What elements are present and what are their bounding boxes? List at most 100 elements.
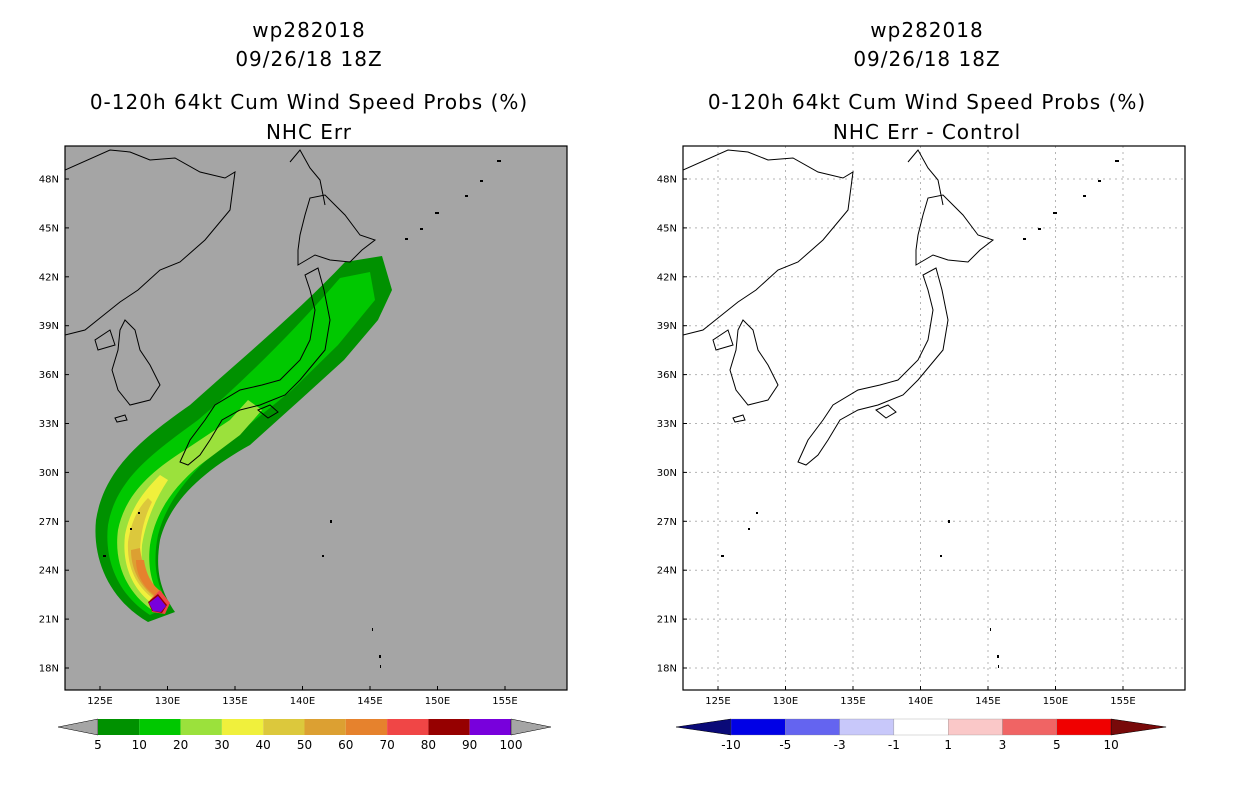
colorbar-label: 3: [999, 738, 1007, 752]
lat-label: 45N: [657, 223, 677, 234]
lon-label: 150E: [425, 696, 450, 707]
colorbar-box: [221, 719, 264, 735]
product-title: 0-120h 64kt Cum Wind Speed Probs (%): [707, 90, 1147, 114]
colorbar-box: [893, 718, 949, 736]
colorbar-end-left: [57, 718, 99, 736]
lon-label: 130E: [155, 696, 180, 707]
colorbar-box: [139, 719, 181, 735]
lat-label: 21N: [657, 615, 677, 626]
colorbar-label: 5: [1053, 738, 1061, 752]
colorbar-label: 100: [500, 738, 523, 752]
colorbar-box: [1056, 718, 1112, 736]
colorbar-end-right: [1110, 718, 1167, 736]
lat-label: 45N: [39, 223, 59, 234]
colorbar-label: -10: [721, 738, 741, 752]
colorbar-box: [387, 719, 429, 735]
difference-colorbar: -10 -5 -3 -1 1 3 5 10: [675, 718, 1167, 752]
colorbar-box: [304, 719, 346, 735]
colorbar-box: [180, 719, 222, 735]
colorbar-box: [345, 719, 388, 735]
colorbar-box: [730, 718, 786, 736]
lat-label: 33N: [657, 419, 677, 430]
lat-label: 30N: [39, 468, 59, 479]
colorbar-box: [785, 718, 840, 736]
colorbar-label: 90: [462, 738, 477, 752]
product-title: 0-120h 64kt Cum Wind Speed Probs (%): [89, 90, 529, 114]
lat-label: 36N: [657, 370, 677, 381]
colorbar-label: 5: [94, 738, 102, 752]
lat-label: 39N: [657, 321, 677, 332]
colorbar-label: 40: [256, 738, 271, 752]
colorbar-end-left: [675, 718, 732, 736]
lat-label: 27N: [657, 517, 677, 528]
lat-label: 18N: [39, 664, 59, 675]
map-background: [683, 146, 1185, 690]
colorbar-end-right: [510, 718, 552, 736]
lat-label: 27N: [39, 517, 59, 528]
panel-subtitle: NHC Err: [265, 120, 353, 144]
probability-swath: [95, 256, 392, 622]
coastlines: [65, 149, 377, 466]
colorbar-label: -1: [888, 738, 900, 752]
islands: [721, 160, 1119, 668]
colorbar-label: 80: [421, 738, 436, 752]
latitude-ticks: 48N 45N 42N 39N 36N 33N 30N 27N 24N 21N 18N: [657, 175, 687, 675]
colorbar-box: [839, 718, 895, 736]
colorbar-label: 60: [338, 738, 353, 752]
lon-label: 135E: [840, 696, 865, 707]
lat-label: 48N: [39, 175, 59, 186]
colorbar-label: 20: [173, 738, 188, 752]
lon-label: 145E: [975, 696, 1000, 707]
longitude-ticks: 125E 130E 135E 140E 145E 150E 155E: [87, 686, 518, 707]
left-map-svg: 48N 45N 42N 39N 36N 33N 30N 27N 24N 21N 18N 125E 13…: [39, 145, 568, 752]
lat-label: 42N: [39, 272, 59, 283]
lon-label: 125E: [87, 696, 112, 707]
lon-label: 125E: [705, 696, 730, 707]
colorbar-label: -5: [779, 738, 791, 752]
lon-label: 135E: [222, 696, 247, 707]
colorbar-box: [98, 719, 140, 735]
colorbar-box: [948, 718, 1003, 736]
colorbar-label: 1: [944, 738, 952, 752]
lon-label: 150E: [1043, 696, 1068, 707]
lat-label: 36N: [39, 370, 59, 381]
lon-label: 140E: [290, 696, 315, 707]
date-time: 09/26/18 18Z: [235, 47, 383, 71]
lat-label: 30N: [657, 468, 677, 479]
colorbar-label: 10: [132, 738, 147, 752]
colorbar-label: 50: [297, 738, 312, 752]
colorbar-box: [1002, 718, 1057, 736]
colorbar-box: [428, 719, 470, 735]
lon-label: 155E: [1110, 696, 1135, 707]
colorbar-label: -3: [834, 738, 846, 752]
lat-label: 33N: [39, 419, 59, 430]
lon-label: 155E: [492, 696, 517, 707]
lat-label: 24N: [657, 566, 677, 577]
panel-subtitle: NHC Err - Control: [832, 120, 1022, 144]
map-frame: [682, 145, 1186, 691]
lon-label: 145E: [357, 696, 382, 707]
map-frame: [64, 145, 568, 691]
lat-label: 48N: [657, 175, 677, 186]
lat-label: 42N: [657, 272, 677, 283]
latitude-ticks: 48N 45N 42N 39N 36N 33N 30N 27N 24N 21N 18N: [39, 175, 69, 675]
right-panel: wp282018 09/26/18 18Z 0-120h 64kt Cum Wi…: [618, 0, 1236, 800]
lat-label: 21N: [39, 615, 59, 626]
coastlines: [683, 149, 995, 466]
colorbar-box: [469, 719, 511, 735]
left-panel: wp282018 09/26/18 18Z 0-120h 64kt Cum Wi…: [39, 18, 568, 752]
storm-id: wp282018: [252, 18, 366, 42]
colorbar-box: [263, 719, 305, 735]
lat-label: 18N: [657, 664, 677, 675]
longitude-ticks: 125E 130E 135E 140E 145E 150E 155E: [705, 686, 1136, 707]
lon-label: 130E: [773, 696, 798, 707]
islands: [103, 160, 501, 668]
probability-colorbar: 5 10 20 30 40 50 60 70 80 90 100: [57, 718, 552, 752]
storm-id: wp282018: [870, 18, 984, 42]
lat-label: 39N: [39, 321, 59, 332]
colorbar-label: 30: [214, 738, 229, 752]
date-time: 09/26/18 18Z: [853, 47, 1001, 71]
lat-label: 24N: [39, 566, 59, 577]
lon-label: 140E: [908, 696, 933, 707]
